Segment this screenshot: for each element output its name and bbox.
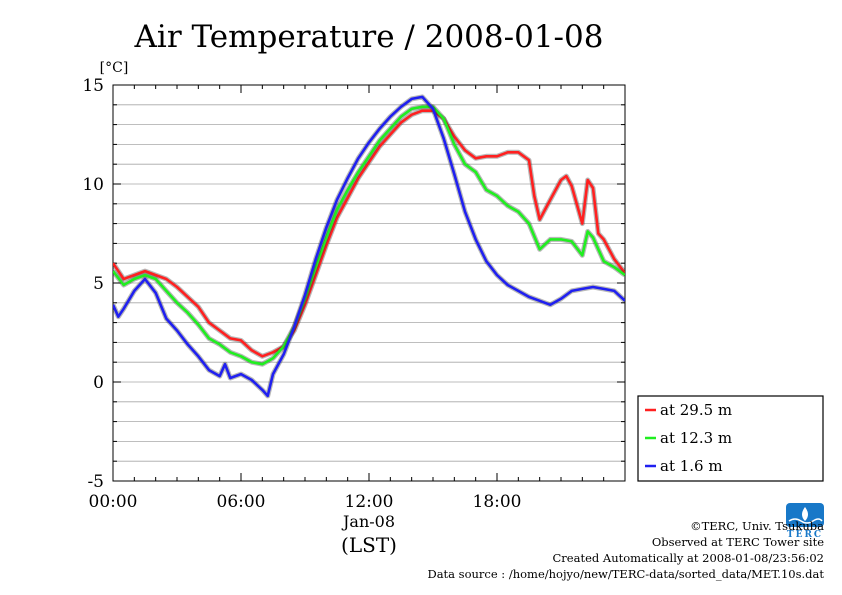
legend-label: at 29.5 m xyxy=(660,401,732,419)
logo-text: TERC xyxy=(787,530,823,540)
y-tick-label: 5 xyxy=(93,274,104,294)
y-tick-label: -5 xyxy=(87,472,104,492)
y-tick-label: 15 xyxy=(82,76,104,96)
observed-text: Observed at TERC Tower site xyxy=(651,535,824,549)
terc-logo: TERC xyxy=(786,503,824,540)
x-tick-labels: 00:00 06:00 12:00 18:00 xyxy=(89,492,522,512)
logo-wave-icon xyxy=(788,518,823,524)
y-tick-labels: -5 0 5 10 15 xyxy=(82,76,104,492)
x-axis-label: (LST) xyxy=(341,533,397,557)
credits: ©TERC, Univ. Tsukuba Observed at TERC To… xyxy=(427,518,824,582)
series-line xyxy=(113,95,625,398)
chart-title: Air Temperature / 2008-01-08 xyxy=(134,19,604,55)
copyright-text: ©TERC, Univ. Tsukuba xyxy=(690,519,824,533)
y-axis-label: [°C] xyxy=(100,60,129,76)
legend-box xyxy=(637,395,824,482)
series-line-halo xyxy=(113,108,625,359)
x-tick-label: 12:00 xyxy=(345,492,394,512)
series-line xyxy=(113,109,625,358)
x-tick-label: 00:00 xyxy=(89,492,138,512)
axis-ticks xyxy=(112,84,626,482)
created-text: Created Automatically at 2008-01-08/23:5… xyxy=(552,551,825,565)
y-tick-label: 0 xyxy=(93,373,104,393)
y-tick-label: 10 xyxy=(82,175,104,195)
x-tick-label: 18:00 xyxy=(473,492,522,512)
legend-label: at 12.3 m xyxy=(660,429,732,447)
data-series xyxy=(113,94,625,399)
source-text: Data source : /home/hojyo/new/TERC-data/… xyxy=(427,567,824,581)
series-line xyxy=(113,105,625,366)
x-date-label: Jan-08 xyxy=(341,512,395,531)
logo-drop-icon xyxy=(802,507,808,521)
legend: at 29.5 m at 12.3 m at 1.6 m xyxy=(637,395,824,482)
legend-label: at 1.6 m xyxy=(660,457,723,475)
x-tick-label: 06:00 xyxy=(217,492,266,512)
